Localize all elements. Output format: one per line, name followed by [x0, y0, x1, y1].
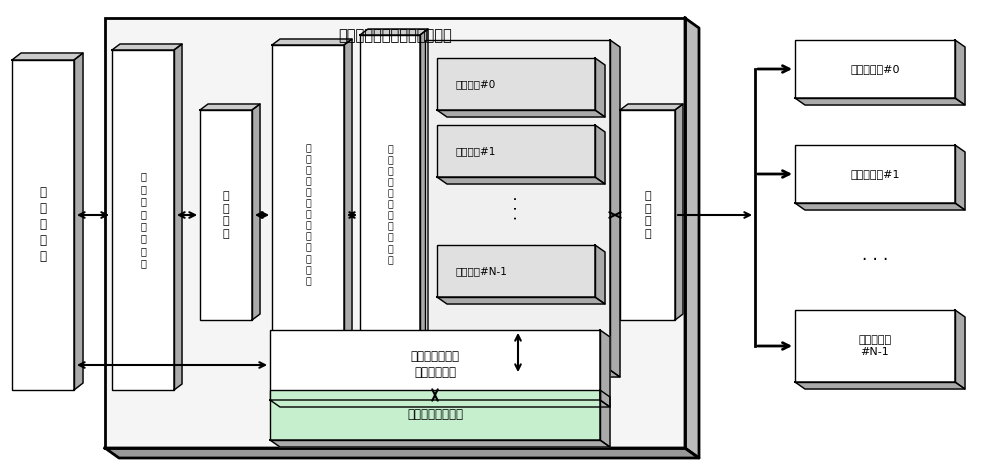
Bar	[360, 35, 420, 375]
Polygon shape	[272, 39, 352, 45]
Bar	[270, 330, 600, 400]
Polygon shape	[252, 104, 260, 320]
Polygon shape	[595, 58, 605, 117]
Polygon shape	[437, 297, 605, 304]
Bar	[795, 310, 955, 382]
Polygon shape	[675, 104, 683, 320]
Text: 输
出
接
口: 输 出 接 口	[644, 191, 651, 239]
Polygon shape	[620, 104, 683, 110]
Text: 可重构阵列#1: 可重构阵列#1	[850, 169, 900, 179]
Text: 可重构阵列共享数据缓存装置: 可重构阵列共享数据缓存装置	[338, 29, 452, 44]
Text: 可
重
构
阵
列
数
据
缓
存
单
元: 可 重 构 阵 列 数 据 缓 存 单 元	[387, 145, 393, 265]
Text: 可重构阵列数据
缓存控制单元: 可重构阵列数据 缓存控制单元	[411, 351, 460, 380]
Text: 外
部
存
储
器
数
据
预
取
缓
存
单
元: 外 部 存 储 器 数 据 预 取 缓 存 单 元	[305, 144, 311, 286]
Text: · · ·: · · ·	[511, 196, 526, 220]
Polygon shape	[425, 370, 620, 377]
Polygon shape	[595, 125, 605, 184]
Text: 存储片区#0: 存储片区#0	[456, 79, 496, 89]
Bar	[200, 110, 252, 320]
Text: 片
外
存
储
模
块
接
口: 片 外 存 储 模 块 接 口	[140, 172, 146, 269]
Bar	[272, 45, 344, 385]
Polygon shape	[437, 177, 605, 184]
Polygon shape	[112, 44, 182, 50]
Bar	[12, 60, 74, 390]
Polygon shape	[595, 245, 605, 304]
Polygon shape	[437, 110, 605, 117]
Polygon shape	[955, 310, 965, 389]
Text: 可重构阵列#0: 可重构阵列#0	[850, 64, 900, 74]
Text: 输
入
接
口: 输 入 接 口	[223, 191, 229, 239]
Polygon shape	[270, 440, 610, 447]
Polygon shape	[174, 44, 182, 390]
Bar	[105, 18, 685, 448]
Polygon shape	[795, 98, 965, 105]
Bar	[112, 50, 174, 390]
Polygon shape	[685, 18, 699, 458]
Polygon shape	[344, 39, 352, 385]
Polygon shape	[610, 40, 620, 377]
Polygon shape	[12, 53, 83, 60]
Polygon shape	[955, 145, 965, 210]
Polygon shape	[955, 40, 965, 105]
Bar	[437, 125, 595, 177]
Polygon shape	[270, 400, 610, 407]
Text: · · ·: · · ·	[862, 251, 888, 269]
Polygon shape	[74, 53, 83, 390]
Bar	[620, 110, 675, 320]
Text: 外
部
存
储
器: 外 部 存 储 器	[40, 187, 46, 263]
Polygon shape	[600, 390, 610, 447]
Polygon shape	[795, 382, 965, 389]
Polygon shape	[105, 448, 699, 458]
Bar	[437, 58, 595, 110]
Bar	[270, 390, 600, 440]
Bar	[795, 145, 955, 203]
Text: 可重构阵列
#N-1: 可重构阵列 #N-1	[858, 335, 892, 357]
Bar	[437, 245, 595, 297]
Bar	[425, 40, 610, 370]
Polygon shape	[420, 29, 428, 375]
Polygon shape	[795, 203, 965, 210]
Text: 存储片区#N-1: 存储片区#N-1	[456, 266, 508, 276]
Text: 存储片区#1: 存储片区#1	[456, 146, 496, 156]
Polygon shape	[600, 330, 610, 407]
Polygon shape	[360, 29, 428, 35]
Bar	[795, 40, 955, 98]
Text: 数据访存重构单元: 数据访存重构单元	[407, 409, 463, 422]
Polygon shape	[200, 104, 260, 110]
